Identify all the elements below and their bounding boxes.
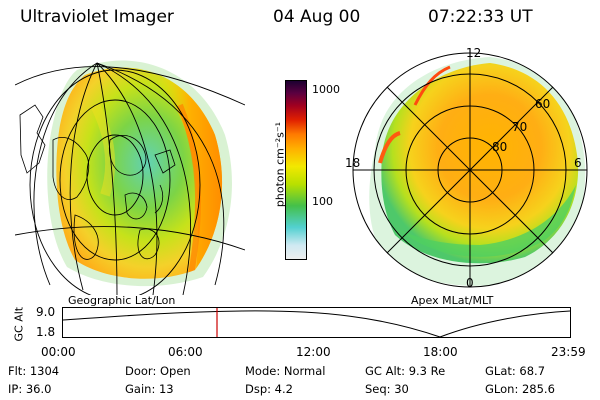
time-label: 07:22:33 UT [428, 7, 533, 27]
glat-value: GLat: 68.7 [485, 364, 546, 378]
altitude-ytick-low: 1.8 [36, 325, 56, 339]
colorbar-unit-label: photon cm⁻²s⁻¹ [273, 121, 287, 208]
geo-panel-label: Geographic Lat/Lon [68, 294, 176, 307]
altitude-xtick-0600: 06:00 [168, 345, 203, 359]
glon-value: GLon: 285.6 [485, 382, 555, 396]
mode-status: Mode: Normal [245, 364, 326, 378]
mlat-label-60: 60 [535, 97, 551, 111]
date-label: 04 Aug 00 [273, 7, 361, 27]
altitude-ylabel: GC Alt [12, 306, 26, 342]
mlt-label-18: 18 [345, 156, 361, 170]
mlt-label-12: 12 [466, 46, 482, 60]
altitude-xtick-1200: 12:00 [296, 345, 331, 359]
altitude-xtick-0000: 00:00 [41, 345, 76, 359]
mlat-label-70: 70 [512, 120, 528, 134]
door-status: Door: Open [125, 364, 191, 378]
colorbar [285, 80, 307, 260]
polar-panel-label: Apex MLat/MLT [411, 294, 494, 307]
dsp-value: Dsp: 4.2 [245, 382, 293, 396]
gain-value: Gain: 13 [125, 382, 174, 396]
altitude-xtick-1800: 18:00 [423, 345, 458, 359]
mlt-label-6: 6 [574, 156, 582, 170]
ip-value: IP: 36.0 [8, 382, 52, 396]
polar-image [352, 52, 588, 288]
colorbar-tick-100: 100 [312, 195, 333, 208]
gc-altitude: GC Alt: 9.3 Re [365, 364, 446, 378]
altitude-xtick-2359: 23:59 [551, 345, 586, 359]
altitude-ytick-high: 9.0 [36, 305, 56, 319]
mlat-label-80: 80 [492, 140, 508, 154]
altitude-plot [62, 307, 571, 338]
colorbar-tick-1000: 1000 [312, 83, 340, 96]
instrument-title: Ultraviolet Imager [20, 7, 174, 27]
geographic-image [15, 60, 245, 295]
flight-number: Flt: 1304 [8, 364, 60, 378]
seq-value: Seq: 30 [365, 382, 409, 396]
mlt-label-0: 0 [466, 276, 474, 290]
